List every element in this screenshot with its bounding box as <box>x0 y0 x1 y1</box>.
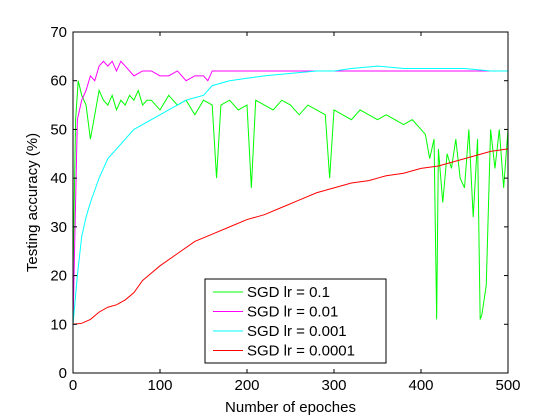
y-tick-label: 70 <box>50 24 67 41</box>
x-tick-label: 300 <box>321 377 346 394</box>
y-tick-label: 50 <box>50 121 67 138</box>
x-tick-label: 100 <box>147 377 172 394</box>
y-tick-label: 0 <box>59 365 67 382</box>
series-layer <box>72 60 509 325</box>
x-tick-label: 0 <box>69 377 77 394</box>
y-tick-label: 10 <box>50 316 67 333</box>
y-tick-label: 20 <box>50 268 67 285</box>
legend: SGD lr = 0.1 SGD lr = 0.01 SGD lr = 0.001 S… <box>204 278 387 364</box>
legend-label-2: SGD lr = 0.01 <box>247 304 338 321</box>
plot-frame <box>72 31 509 374</box>
x-tick-label: 400 <box>408 377 433 394</box>
y-tick-label: 30 <box>50 219 67 236</box>
series-line-4 <box>72 148 509 325</box>
y-axis-label: Testing accuracy (%) <box>24 133 41 272</box>
series-line-1 <box>72 80 509 320</box>
x-tick-label: 200 <box>234 377 259 394</box>
legend-box <box>204 278 387 364</box>
x-tick-label: 500 <box>495 377 520 394</box>
series-line-2 <box>72 60 508 325</box>
x-axis-label: Number of epoches <box>225 399 356 416</box>
legend-label-3: SGD lr = 0.001 <box>247 323 347 340</box>
y-tick-label: 60 <box>50 73 67 90</box>
legend-label-1: SGD lr = 0.1 <box>247 284 330 301</box>
series-line-3 <box>72 65 508 325</box>
y-tick-label: 40 <box>50 170 67 187</box>
legend-label-4: SGD lr = 0.0001 <box>247 343 355 360</box>
ticks-layer: 0 100 200 300 400 500 0 10 20 30 40 50 60 70 <box>50 24 520 394</box>
